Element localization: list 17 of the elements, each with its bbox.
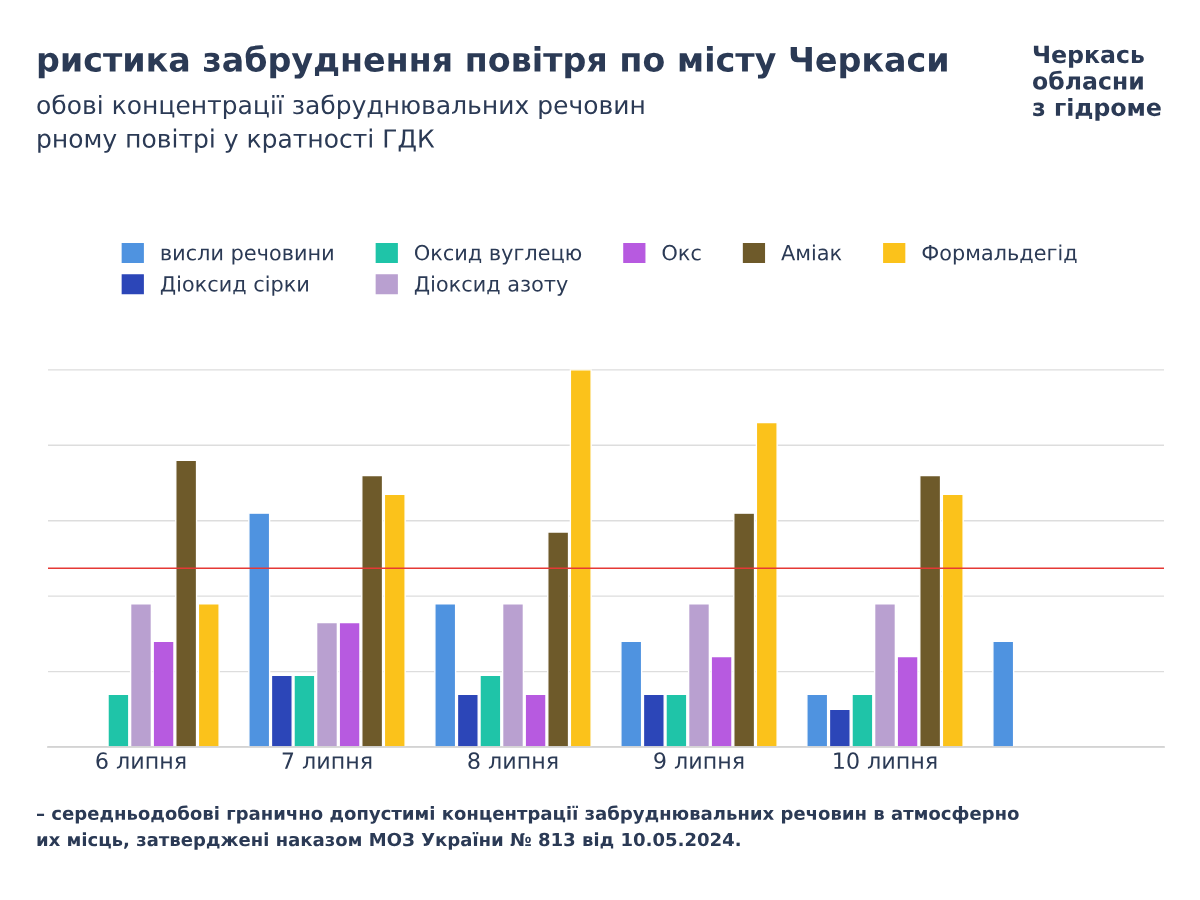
x-tick-label: 6 липня	[96, 752, 186, 770]
legend-label: Аміак	[781, 244, 842, 261]
x-tick-label: 10 липня	[834, 752, 937, 770]
text: – середньодобові гранично допустимі концентрації забруднювальних речовин в атмосферно их місць, затверджені наказом МОЗ України № 813 від 10.05.2024.	[36, 805, 1019, 850]
legend-label: Формальдегід	[922, 244, 1077, 265]
chart-title: ристика забруднення повітря по місту Черкаси	[38, 45, 947, 79]
legend-label: Окс	[662, 244, 701, 261]
legend-label: Оксид вуглецю	[415, 244, 582, 265]
x-tick-label: 9 липня	[654, 752, 744, 770]
chart-subtitle: обові концентрації забруднювальних речовин рному повітрі у кратності ГДК	[37, 94, 644, 153]
legend-label: Діоксид сірки	[160, 275, 308, 296]
legend-label: Діоксид азоту	[414, 275, 568, 296]
bar	[992, 640, 1015, 747]
x-tick-label: 8 липня	[468, 752, 558, 770]
x-tick-label: 7 липня	[282, 752, 372, 769]
legend-label: висли речовини	[161, 248, 333, 265]
text: Черкась обласни з гідроме	[1033, 45, 1161, 121]
